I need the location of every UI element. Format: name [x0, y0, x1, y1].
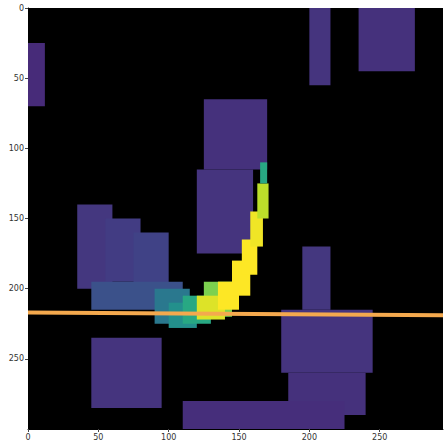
svg-text:100: 100 — [9, 144, 24, 153]
svg-text:50: 50 — [14, 74, 24, 83]
svg-text:250: 250 — [372, 433, 387, 442]
svg-text:100: 100 — [161, 433, 176, 442]
svg-text:150: 150 — [9, 214, 24, 223]
svg-text:200: 200 — [9, 284, 24, 293]
svg-text:50: 50 — [93, 433, 103, 442]
svg-text:0: 0 — [19, 4, 24, 13]
svg-text:150: 150 — [231, 433, 246, 442]
svg-text:0: 0 — [25, 433, 30, 442]
svg-text:200: 200 — [302, 433, 317, 442]
svg-text:250: 250 — [9, 354, 24, 363]
